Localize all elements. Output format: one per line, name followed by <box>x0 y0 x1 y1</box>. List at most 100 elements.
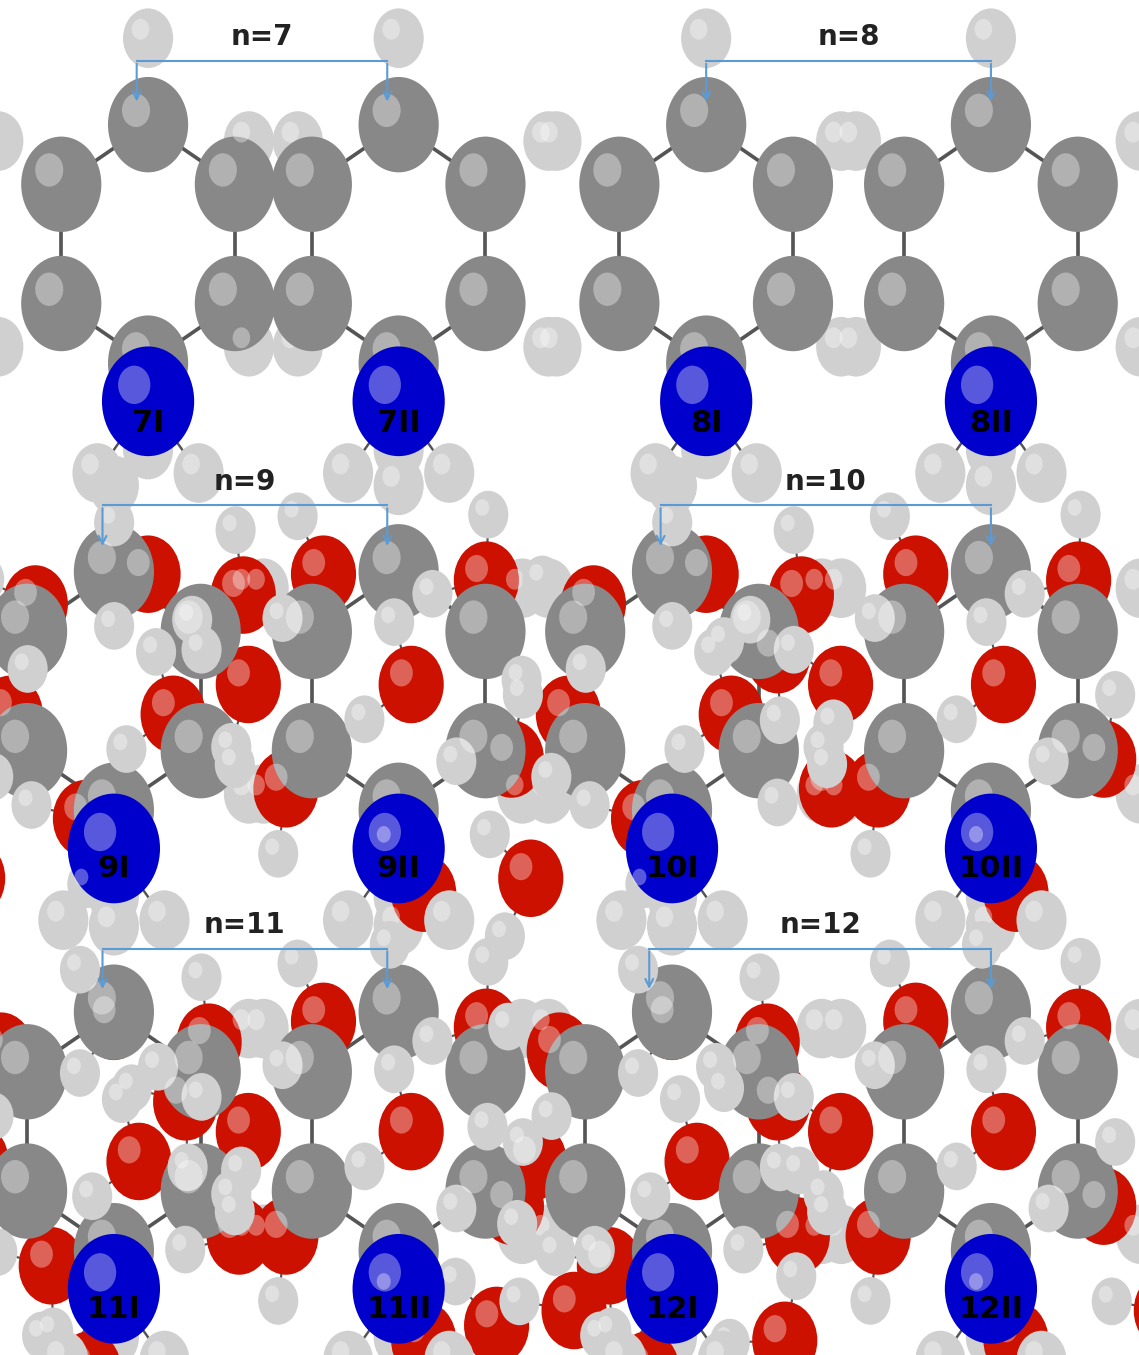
Circle shape <box>690 19 707 39</box>
Circle shape <box>374 420 424 480</box>
Circle shape <box>756 630 779 657</box>
Circle shape <box>445 1144 525 1238</box>
Circle shape <box>1038 584 1117 679</box>
Circle shape <box>118 366 150 404</box>
Circle shape <box>966 896 1016 955</box>
Circle shape <box>1071 1168 1137 1245</box>
Circle shape <box>580 137 659 232</box>
Circle shape <box>1016 890 1066 950</box>
Circle shape <box>489 1003 528 1050</box>
Circle shape <box>0 1228 17 1276</box>
Circle shape <box>611 780 677 858</box>
Circle shape <box>509 664 523 680</box>
Circle shape <box>374 599 415 646</box>
Circle shape <box>622 794 645 821</box>
Circle shape <box>383 466 400 486</box>
Circle shape <box>936 1142 977 1190</box>
Circle shape <box>215 646 281 724</box>
Circle shape <box>1051 153 1080 187</box>
Circle shape <box>965 779 993 813</box>
Circle shape <box>238 764 288 824</box>
Circle shape <box>68 1234 159 1344</box>
Circle shape <box>123 8 173 68</box>
Circle shape <box>181 954 221 1001</box>
Circle shape <box>272 1024 352 1119</box>
Circle shape <box>975 878 992 898</box>
Text: 9II: 9II <box>377 855 420 883</box>
Circle shape <box>272 317 322 377</box>
Circle shape <box>639 982 705 1060</box>
Circle shape <box>475 1111 489 1127</box>
Circle shape <box>745 617 811 694</box>
Circle shape <box>966 1308 1016 1355</box>
Circle shape <box>639 454 657 474</box>
Circle shape <box>962 1264 1002 1313</box>
Circle shape <box>377 930 391 946</box>
Circle shape <box>532 1092 572 1140</box>
Circle shape <box>560 565 626 642</box>
Circle shape <box>523 317 573 377</box>
Circle shape <box>195 256 274 351</box>
Circle shape <box>56 1332 122 1355</box>
Circle shape <box>1025 1341 1043 1355</box>
Circle shape <box>238 1205 288 1264</box>
Circle shape <box>737 604 752 621</box>
Circle shape <box>975 431 992 451</box>
Circle shape <box>331 454 350 474</box>
Circle shape <box>878 1041 907 1075</box>
Circle shape <box>238 558 288 618</box>
Circle shape <box>1124 1009 1139 1030</box>
Circle shape <box>975 1317 992 1339</box>
Text: 11II: 11II <box>366 1295 432 1324</box>
Circle shape <box>232 775 251 795</box>
Circle shape <box>547 690 570 717</box>
Circle shape <box>817 317 867 377</box>
Circle shape <box>969 1274 983 1290</box>
Circle shape <box>974 1054 988 1070</box>
Circle shape <box>0 753 14 801</box>
Circle shape <box>372 1220 401 1253</box>
Circle shape <box>174 1041 203 1075</box>
Circle shape <box>278 492 318 541</box>
Circle shape <box>290 982 357 1060</box>
Circle shape <box>424 1331 474 1355</box>
Circle shape <box>383 19 400 39</box>
Circle shape <box>173 443 223 503</box>
Circle shape <box>570 780 609 829</box>
Text: 12I: 12I <box>645 1295 699 1324</box>
Circle shape <box>1091 1278 1132 1325</box>
Circle shape <box>285 948 298 965</box>
Circle shape <box>1071 721 1137 798</box>
Circle shape <box>532 1009 550 1030</box>
Circle shape <box>132 19 149 39</box>
Circle shape <box>272 703 352 798</box>
Circle shape <box>109 1084 123 1100</box>
Circle shape <box>808 740 847 789</box>
Circle shape <box>445 703 525 798</box>
Circle shape <box>211 1171 252 1218</box>
Circle shape <box>805 1009 823 1030</box>
Circle shape <box>1124 775 1139 795</box>
Circle shape <box>698 676 764 753</box>
Circle shape <box>60 946 100 993</box>
Circle shape <box>374 455 424 515</box>
Circle shape <box>916 1331 966 1355</box>
Circle shape <box>92 996 115 1023</box>
Circle shape <box>286 1041 314 1075</box>
Circle shape <box>763 1316 786 1343</box>
Circle shape <box>746 962 761 978</box>
Circle shape <box>732 1041 761 1075</box>
Circle shape <box>510 1126 524 1144</box>
Circle shape <box>2 565 68 642</box>
Circle shape <box>498 999 548 1058</box>
Circle shape <box>253 751 319 828</box>
Circle shape <box>1025 454 1043 474</box>
Circle shape <box>598 1316 613 1332</box>
Circle shape <box>445 256 525 351</box>
Circle shape <box>445 137 525 232</box>
Circle shape <box>982 1107 1005 1134</box>
Circle shape <box>18 1228 84 1305</box>
Circle shape <box>359 77 439 172</box>
Circle shape <box>817 999 867 1058</box>
Circle shape <box>369 366 401 404</box>
